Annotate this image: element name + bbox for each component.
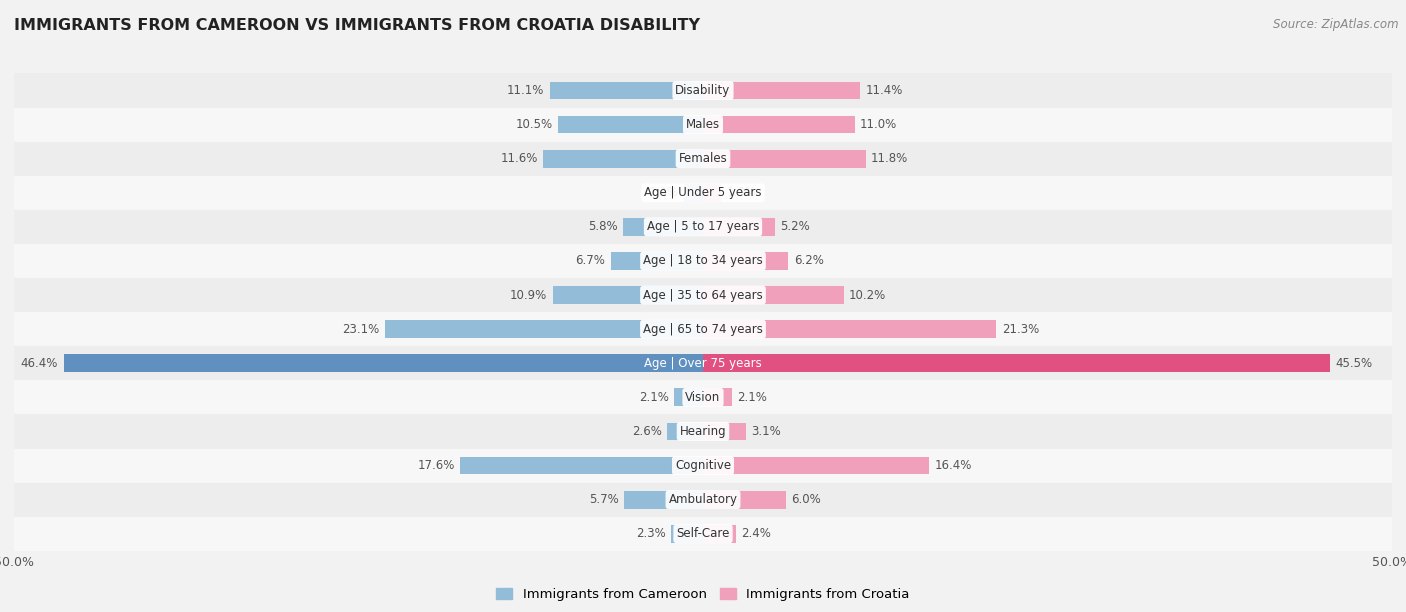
Text: Self-Care: Self-Care [676, 528, 730, 540]
Text: Age | 65 to 74 years: Age | 65 to 74 years [643, 323, 763, 335]
Bar [703, 354, 1330, 372]
Bar [543, 150, 703, 168]
Text: 17.6%: 17.6% [418, 459, 456, 472]
Bar [671, 525, 703, 543]
Text: 11.0%: 11.0% [860, 118, 897, 131]
Bar [673, 389, 703, 406]
Bar [668, 423, 703, 440]
Bar [703, 457, 929, 474]
Text: 3.1%: 3.1% [751, 425, 780, 438]
Bar [550, 81, 703, 99]
Text: Age | 5 to 17 years: Age | 5 to 17 years [647, 220, 759, 233]
Text: 6.2%: 6.2% [794, 255, 824, 267]
Text: 10.9%: 10.9% [510, 289, 547, 302]
Legend: Immigrants from Cameroon, Immigrants from Croatia: Immigrants from Cameroon, Immigrants fro… [491, 583, 915, 606]
Bar [703, 286, 844, 304]
Bar [703, 81, 860, 99]
Bar [14, 517, 1392, 551]
Text: 6.0%: 6.0% [792, 493, 821, 506]
Text: 6.7%: 6.7% [575, 255, 605, 267]
Text: 5.7%: 5.7% [589, 493, 619, 506]
Text: 23.1%: 23.1% [342, 323, 380, 335]
Text: IMMIGRANTS FROM CAMEROON VS IMMIGRANTS FROM CROATIA DISABILITY: IMMIGRANTS FROM CAMEROON VS IMMIGRANTS F… [14, 18, 700, 34]
Text: 11.4%: 11.4% [866, 84, 903, 97]
Bar [703, 423, 745, 440]
Text: 2.1%: 2.1% [638, 391, 669, 404]
Bar [14, 346, 1392, 380]
Text: 2.6%: 2.6% [631, 425, 662, 438]
Bar [703, 218, 775, 236]
Bar [14, 278, 1392, 312]
Bar [14, 483, 1392, 517]
Bar [703, 184, 721, 201]
Bar [703, 491, 786, 509]
Bar [14, 312, 1392, 346]
Bar [558, 116, 703, 133]
Text: 10.5%: 10.5% [516, 118, 553, 131]
Text: 2.1%: 2.1% [738, 391, 768, 404]
Bar [461, 457, 703, 474]
Text: 16.4%: 16.4% [935, 459, 972, 472]
Bar [63, 354, 703, 372]
Bar [703, 525, 737, 543]
Text: 45.5%: 45.5% [1336, 357, 1372, 370]
Text: 5.2%: 5.2% [780, 220, 810, 233]
Bar [14, 210, 1392, 244]
Bar [14, 176, 1392, 210]
Bar [610, 252, 703, 270]
Text: 1.4%: 1.4% [648, 186, 678, 200]
Text: 10.2%: 10.2% [849, 289, 886, 302]
Bar [703, 389, 733, 406]
Text: Age | Over 75 years: Age | Over 75 years [644, 357, 762, 370]
Text: Vision: Vision [685, 391, 721, 404]
Bar [14, 73, 1392, 108]
Text: 11.1%: 11.1% [508, 84, 544, 97]
Text: 2.3%: 2.3% [636, 528, 666, 540]
Bar [703, 150, 866, 168]
Text: Males: Males [686, 118, 720, 131]
Text: Age | Under 5 years: Age | Under 5 years [644, 186, 762, 200]
Text: 21.3%: 21.3% [1002, 323, 1039, 335]
Text: 11.8%: 11.8% [872, 152, 908, 165]
Bar [703, 252, 789, 270]
Bar [14, 414, 1392, 449]
Bar [683, 184, 703, 201]
Bar [385, 320, 703, 338]
Bar [624, 491, 703, 509]
Text: Source: ZipAtlas.com: Source: ZipAtlas.com [1274, 18, 1399, 31]
Text: Ambulatory: Ambulatory [668, 493, 738, 506]
Bar [14, 244, 1392, 278]
Text: 5.8%: 5.8% [588, 220, 617, 233]
Bar [703, 116, 855, 133]
Bar [14, 449, 1392, 483]
Text: Cognitive: Cognitive [675, 459, 731, 472]
Text: 2.4%: 2.4% [741, 528, 772, 540]
Bar [553, 286, 703, 304]
Text: 11.6%: 11.6% [501, 152, 537, 165]
Text: 46.4%: 46.4% [21, 357, 58, 370]
Bar [703, 320, 997, 338]
Text: Females: Females [679, 152, 727, 165]
Text: Age | 18 to 34 years: Age | 18 to 34 years [643, 255, 763, 267]
Bar [14, 108, 1392, 141]
Text: Hearing: Hearing [679, 425, 727, 438]
Bar [14, 380, 1392, 414]
Text: Age | 35 to 64 years: Age | 35 to 64 years [643, 289, 763, 302]
Bar [623, 218, 703, 236]
Text: 1.3%: 1.3% [727, 186, 756, 200]
Bar [14, 141, 1392, 176]
Text: Disability: Disability [675, 84, 731, 97]
